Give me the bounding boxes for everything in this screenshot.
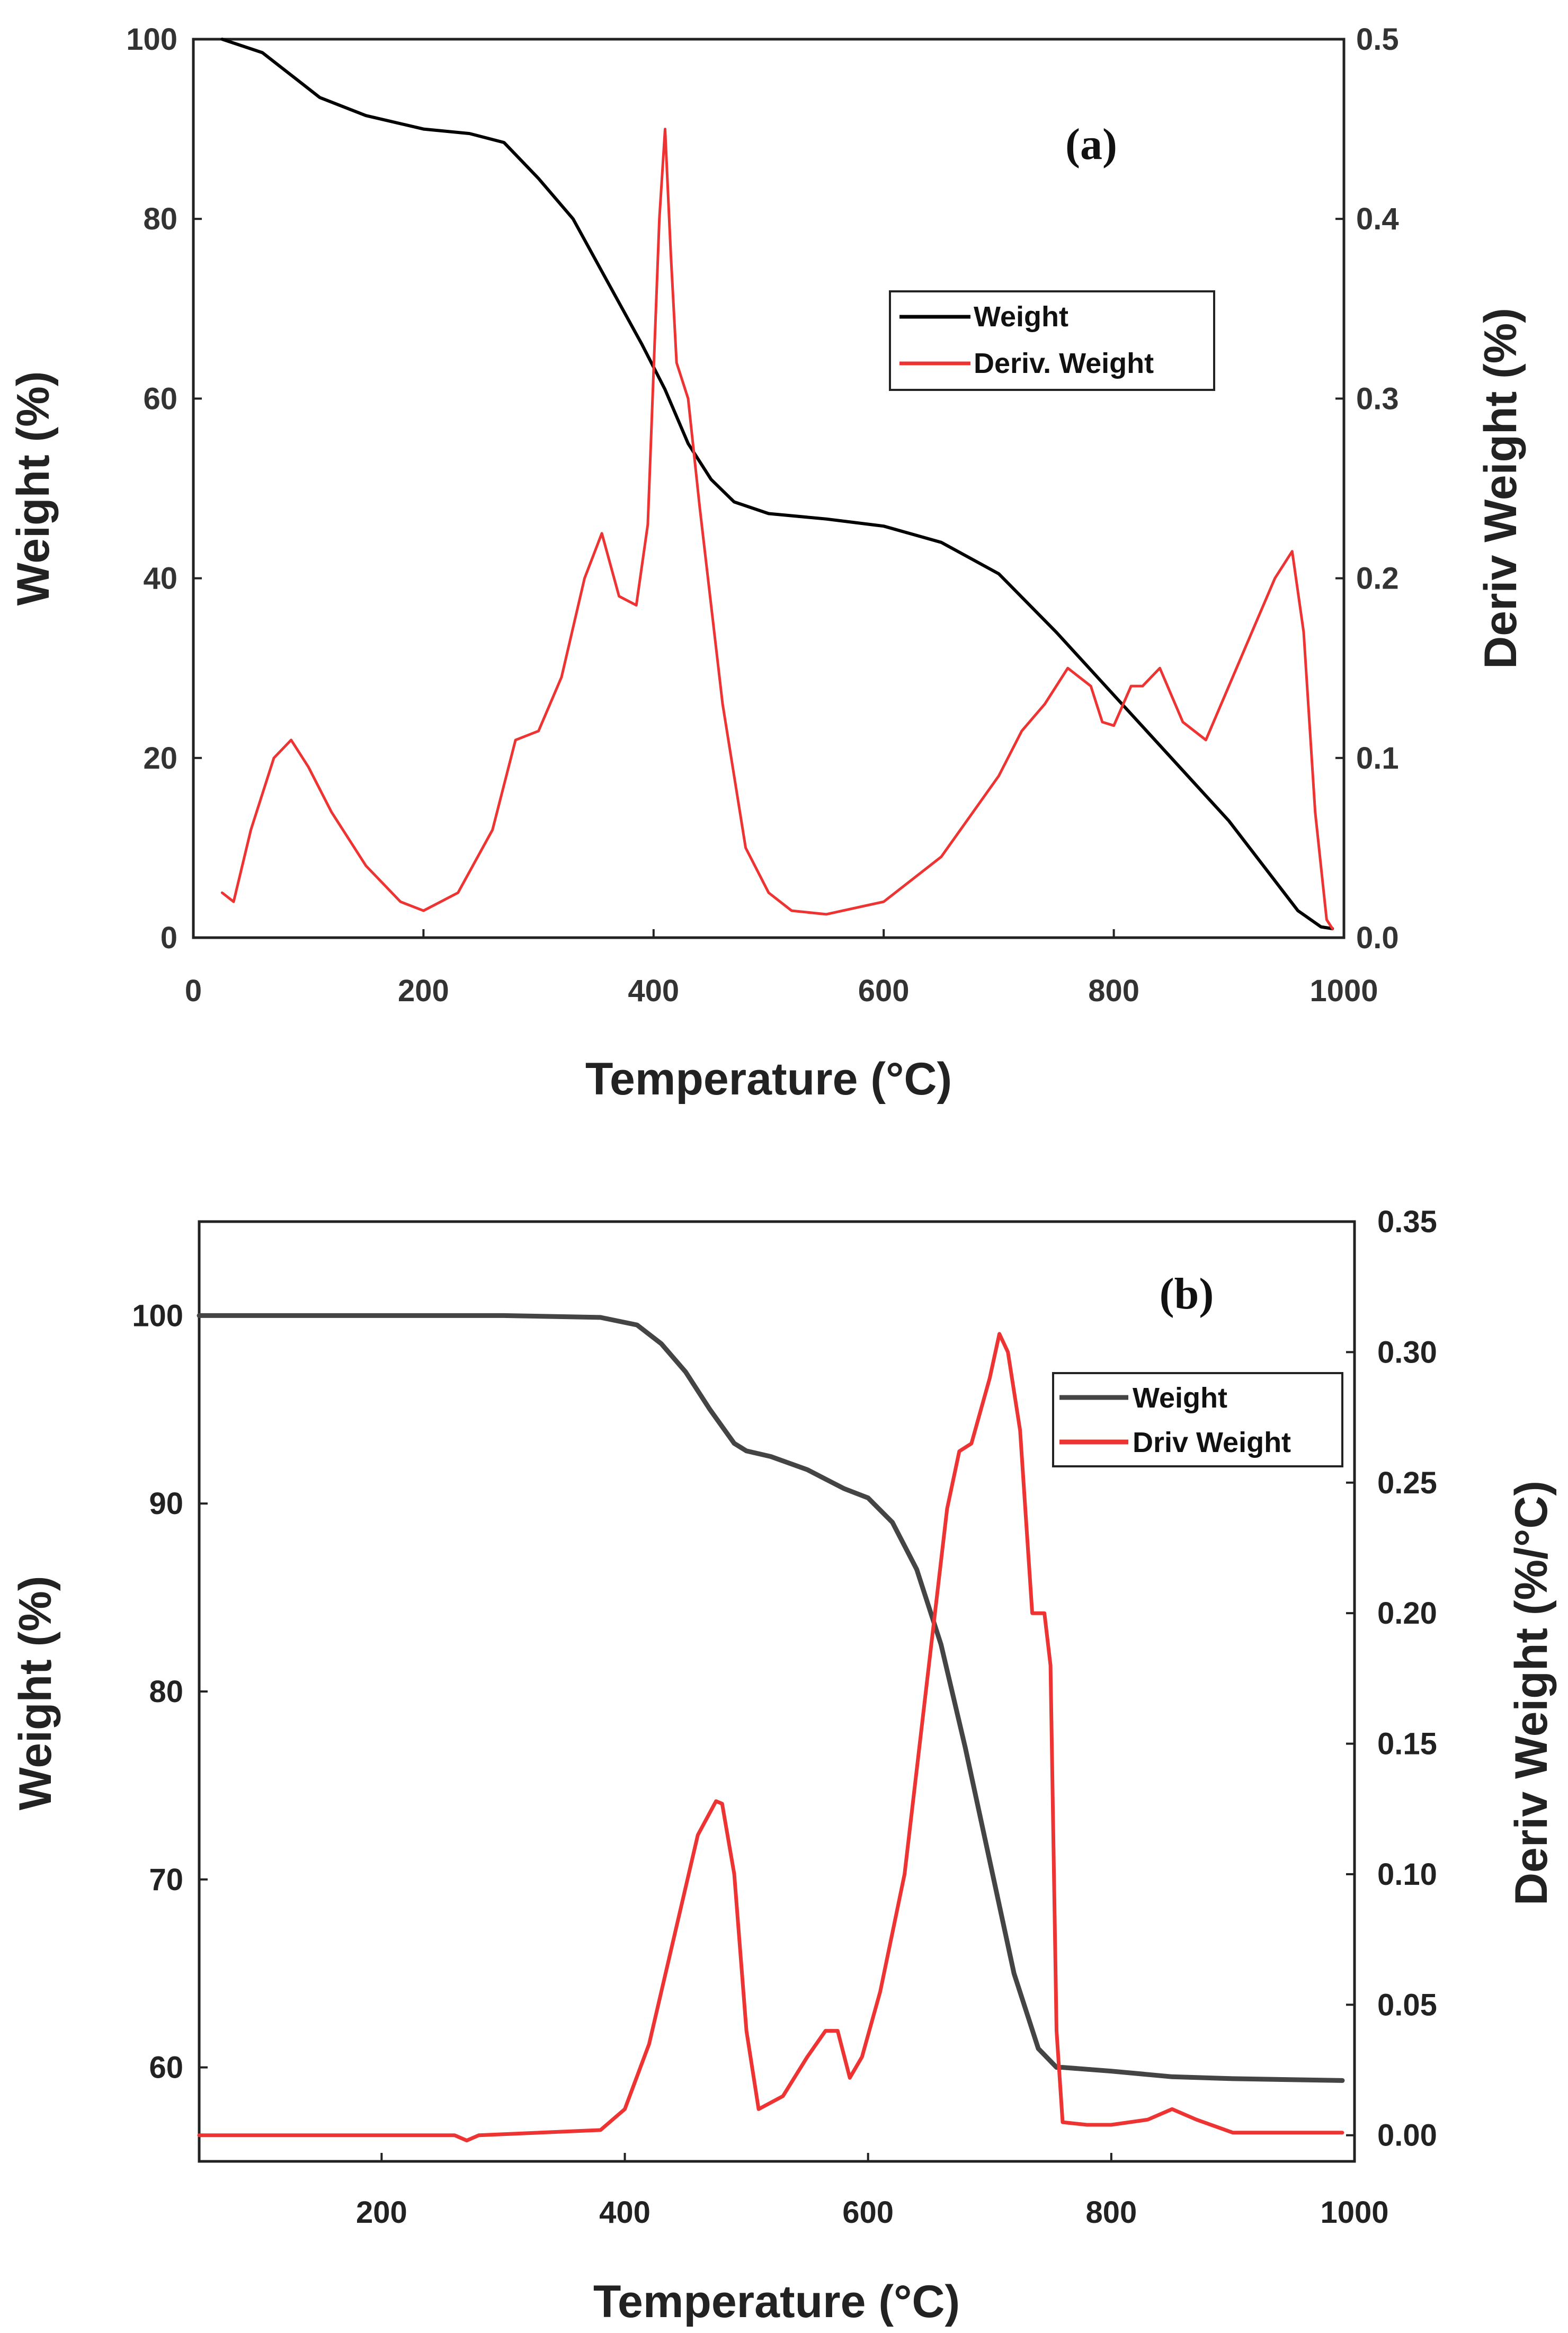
chart-b-x-tick-label: 600 — [842, 2195, 894, 2230]
chart-a-y2-tick-label: 0.1 — [1356, 741, 1399, 776]
chart-a-y-tick-label: 60 — [143, 381, 177, 416]
chart-b: 200 400 600 800 1000 60 70 80 90 100 0.00 0.05 0.1… — [10, 1205, 1557, 2327]
chart-a-series-deriv-line — [220, 128, 1334, 930]
chart-a: 0 200 400 600 800 1000 0 20 40 60 80 100 0.0 0.1 0.2… — [8, 22, 1526, 1105]
chart-b-panel-label: (b) — [1160, 1269, 1214, 1319]
chart-b-y2-tick-label: 0.25 — [1377, 1466, 1437, 1500]
chart-a-x-tick-label: 0 — [185, 974, 202, 1008]
chart-a-series-lines — [220, 38, 1334, 930]
chart-b-y-tick-label: 100 — [132, 1298, 183, 1333]
chart-a-y2-tick-label: 0.3 — [1356, 381, 1399, 416]
chart-a-panel-label: (a) — [1065, 120, 1117, 169]
chart-b-xlabel: Temperature (°C) — [593, 2276, 960, 2327]
chart-b-tick-marks — [199, 1221, 1356, 2161]
chart-a-y2-tick-label: 0.5 — [1356, 22, 1399, 57]
chart-b-y2-tick-label: 0.35 — [1377, 1205, 1437, 1239]
chart-b-x-tick-label: 200 — [356, 2195, 407, 2230]
chart-b-legend: Weight Driv Weight — [1052, 1372, 1343, 1467]
chart-b-x-tick-label: 400 — [599, 2195, 651, 2230]
chart-a-y2-tick-label: 0.0 — [1356, 921, 1399, 955]
chart-a-legend-box — [889, 290, 1215, 391]
chart-b-plot-frame — [198, 1220, 1356, 2163]
chart-b-y-tick-label: 70 — [149, 1863, 183, 1897]
chart-a-x-tick-label: 600 — [858, 974, 910, 1008]
chart-b-y2-tick-label: 0.00 — [1377, 2118, 1437, 2153]
chart-a-x-tick-label: 400 — [628, 974, 679, 1008]
chart-b-legend-label-deriv: Driv Weight — [1133, 1427, 1291, 1458]
chart-a-ylabel: Weight (%) — [8, 371, 59, 606]
chart-b-y2-tick-label: 0.05 — [1377, 1988, 1437, 2022]
chart-a-series-weight-line — [220, 38, 1334, 930]
chart-a-x-tick-label: 800 — [1088, 974, 1139, 1008]
chart-b-x-tick-label: 1000 — [1320, 2195, 1388, 2230]
chart-a-y-tick-labels: 0 20 40 60 80 100 — [126, 22, 177, 955]
chart-a-legend: Weight Deriv. Weight — [889, 290, 1215, 391]
chart-b-y-tick-label: 80 — [149, 1675, 183, 1709]
chart-a-x-tick-label: 1000 — [1309, 974, 1378, 1008]
chart-a-y-tick-label: 80 — [143, 202, 177, 236]
chart-a-y-tick-label: 100 — [126, 22, 177, 57]
chart-a-x-tick-labels: 0 200 400 600 800 1000 — [185, 974, 1378, 1008]
chart-b-y-tick-labels: 60 70 80 90 100 — [132, 1298, 183, 2085]
chart-b-y2-tick-label: 0.20 — [1377, 1596, 1437, 1631]
chart-b-y2-tick-labels: 0.00 0.05 0.10 0.15 0.20 0.25 0.30 0.35 — [1377, 1205, 1437, 2153]
chart-b-legend-box — [1052, 1372, 1343, 1467]
chart-b-y-tick-label: 90 — [149, 1486, 183, 1521]
chart-a-y2-tick-labels: 0.0 0.1 0.2 0.3 0.4 0.5 — [1356, 22, 1399, 955]
chart-a-legend-label-weight: Weight — [974, 301, 1068, 333]
chart-a-tick-marks — [192, 38, 1345, 939]
chart-b-x-tick-labels: 200 400 600 800 1000 — [356, 2195, 1389, 2230]
chart-b-ylabel: Weight (%) — [10, 1576, 61, 1811]
chart-b-y2-tick-label: 0.30 — [1377, 1335, 1437, 1369]
chart-a-y2-tick-label: 0.4 — [1356, 202, 1399, 236]
chart-b-legend-label-weight: Weight — [1133, 1382, 1227, 1414]
chart-a-xlabel: Temperature (°C) — [585, 1054, 952, 1105]
chart-a-y-tick-label: 40 — [143, 562, 177, 596]
chart-a-x-tick-label: 200 — [398, 974, 449, 1008]
chart-a-plot-frame — [192, 38, 1346, 939]
chart-a-y2label: Deriv Weight (%) — [1475, 308, 1526, 669]
chart-b-series-lines — [197, 1313, 1345, 2143]
chart-b-y2-tick-label: 0.10 — [1377, 1857, 1437, 1892]
chart-b-x-tick-label: 800 — [1085, 2195, 1137, 2230]
chart-b-y2label: Deriv Weight (%/°C) — [1506, 1481, 1557, 1905]
chart-a-y-tick-label: 0 — [161, 921, 177, 955]
chart-b-y2-tick-label: 0.15 — [1377, 1727, 1437, 1761]
chart-a-y2-tick-label: 0.2 — [1356, 562, 1399, 596]
chart-b-series-deriv-line — [197, 1332, 1344, 2143]
chart-a-legend-label-deriv: Deriv. Weight — [974, 348, 1154, 379]
chart-a-y-tick-label: 20 — [143, 741, 177, 776]
chart-b-y-tick-label: 60 — [149, 2051, 183, 2085]
